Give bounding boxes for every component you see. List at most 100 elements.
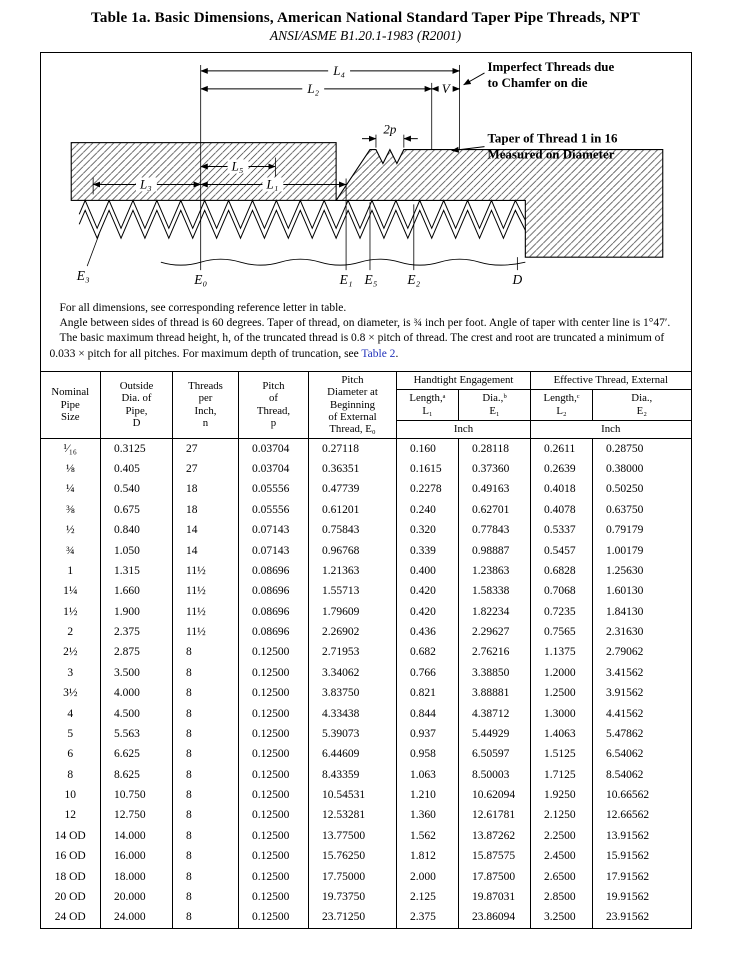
table-cell: 1.82234 — [457, 601, 532, 623]
table-row: 12 12.750 8 0.12500 12.53281 1.360 12.61781 2.1… — [40, 805, 691, 826]
table-cell: 8 — [172, 846, 239, 867]
table-cell: 13.77500 — [308, 825, 397, 847]
table-cell: 1.3000 — [530, 703, 594, 724]
table-cell: 0.12500 — [238, 785, 309, 806]
note-3-period: . — [395, 347, 399, 360]
table-cell: 0.12500 — [238, 764, 309, 786]
table-cell: 23.71250 — [308, 907, 397, 928]
table-header: Nominal Pipe Size Outside Dia. of Pipe, … — [40, 370, 691, 439]
table-cell: 8 — [172, 907, 239, 928]
table-cell: 10.62094 — [457, 785, 532, 806]
table-cell: 0.844 — [396, 703, 459, 724]
table-cell: 1.900 — [100, 601, 173, 623]
table-cell: 5.44929 — [457, 723, 532, 745]
page-title: Table 1a. Basic Dimensions, American Nat… — [91, 10, 640, 26]
table-cell: 0.12500 — [238, 723, 309, 745]
table-cell: 20 OD — [40, 886, 101, 908]
table-cell: 5.39073 — [308, 723, 397, 745]
table-cell: 1.562 — [396, 825, 459, 847]
table-row: 1 1.315 11½ 0.08696 1.21363 0.400 1.23863 0.682… — [40, 560, 691, 582]
table-row: ¹⁄₁₆ 0.3125 27 0.03704 0.27118 0.160 0.28118 0.… — [40, 438, 691, 460]
table-cell: 10 — [40, 785, 101, 806]
table-cell: 3.88881 — [457, 683, 532, 704]
table-cell: 8 — [172, 805, 239, 826]
table-cell: 3.38850 — [457, 662, 532, 684]
table-cell: 8 — [172, 886, 239, 908]
table-cell: 6.625 — [100, 744, 173, 765]
table-row: 20 OD 20.000 8 0.12500 19.73750 2.125 19.87031… — [40, 886, 691, 908]
table-cell: 8 — [172, 744, 239, 765]
table-cell: 14 OD — [40, 825, 101, 847]
table-cell: 0.12500 — [238, 683, 309, 704]
table-row: 1¼ 1.660 11½ 0.08696 1.55713 0.420 1.58338 0.70… — [40, 581, 691, 602]
table-cell: 18.000 — [100, 866, 173, 887]
table-cell: 3.34062 — [308, 662, 397, 684]
ref-label-E2: E₂ — [406, 272, 420, 287]
table-cell: 0.96768 — [308, 540, 397, 561]
table-cell: 0.12500 — [238, 703, 309, 724]
table-cell: 2.1250 — [530, 805, 594, 826]
table-cell: 1.25630 — [592, 560, 691, 582]
table-cell: 0.08696 — [238, 560, 309, 582]
table-cell: 13.91562 — [592, 825, 691, 847]
table-row: 10 10.750 8 0.12500 10.54531 1.210 10.62094 1.9… — [40, 785, 691, 806]
table-row: 24 OD 24.000 8 0.12500 23.71250 2.375 23.86094… — [40, 907, 691, 928]
note-2: Angle between sides of thread is 60 degr… — [59, 317, 671, 330]
table-row: 3½ 4.000 8 0.12500 3.83750 0.821 3.88881 1.2500… — [40, 683, 691, 704]
table-row: 18 OD 18.000 8 0.12500 17.75000 2.000 17.87500… — [40, 866, 691, 887]
table-cell: 0.08696 — [238, 601, 309, 623]
table-cell: 0.7235 — [530, 601, 594, 623]
table-cell: 1.660 — [100, 581, 173, 602]
table-cell: 0.38000 — [592, 459, 691, 480]
table-cell: 0.339 — [396, 540, 459, 561]
table-cell: 2.6500 — [530, 866, 594, 887]
table-cell: 0.03704 — [238, 438, 309, 460]
table-cell: 12.61781 — [457, 805, 532, 826]
col-header-effective-dia: Dia., E₂ — [592, 388, 691, 421]
dim-label-L2: L₂ — [306, 81, 319, 96]
table-cell: 0.12500 — [238, 805, 309, 826]
table-cell: 1.21363 — [308, 560, 397, 582]
table-cell: 2.2500 — [530, 825, 594, 847]
table-cell: 2.125 — [396, 886, 459, 908]
table-cell: 0.03704 — [238, 459, 309, 480]
table-cell: 8 — [172, 683, 239, 704]
table-cell: 11½ — [172, 560, 239, 582]
table-cell: 1 — [40, 560, 101, 582]
note-3-text: The basic maximum thread height, h, of t… — [49, 332, 665, 360]
label-backgrounds — [135, 63, 453, 192]
table-cell: 4 — [40, 703, 101, 724]
table-cell: 0.7068 — [530, 581, 594, 602]
table-cell: 14 — [172, 520, 239, 541]
table-cell: 1.315 — [100, 560, 173, 582]
table-cell: 2.26902 — [308, 622, 397, 643]
table-cell: 20.000 — [100, 886, 173, 908]
table-cell: 15.76250 — [308, 846, 397, 867]
table-cell: 0.160 — [396, 438, 459, 460]
table-cell: 11½ — [172, 622, 239, 643]
table-cell: 0.12500 — [238, 846, 309, 867]
table-cell: 15.87575 — [457, 846, 532, 867]
table-cell: 0.2639 — [530, 459, 594, 480]
table-cell: 0.75843 — [308, 520, 397, 541]
table-cell: 1.1375 — [530, 642, 594, 663]
col-header-effective-length: Length,ᶜ L₂ — [530, 388, 594, 421]
table-cell: 1½ — [40, 601, 101, 623]
table-cell: 1.7125 — [530, 764, 594, 786]
table-row: ½ 0.840 14 0.07143 0.75843 0.320 0.77843 0.5337… — [40, 520, 691, 541]
table-cell: 15.91562 — [592, 846, 691, 867]
ref-label-E5: E₅ — [363, 272, 377, 287]
table-cell: 2.875 — [100, 642, 173, 663]
table-cell: 8.54062 — [592, 764, 691, 786]
table-cell: 0.958 — [396, 744, 459, 765]
table-cell: 1.2500 — [530, 683, 594, 704]
dim-label-V: V — [441, 81, 451, 96]
dim-label-L5: L₅ — [230, 159, 243, 174]
table-cell: 1.5125 — [530, 744, 594, 765]
table-cell: 0.2278 — [396, 479, 459, 500]
table-cell: 1.2000 — [530, 662, 594, 684]
table-2-link[interactable]: Table 2 — [361, 347, 396, 360]
table-cell: 1.23863 — [457, 560, 532, 582]
table-cell: 3.2500 — [530, 907, 594, 928]
table-cell: 0.840 — [100, 520, 173, 541]
